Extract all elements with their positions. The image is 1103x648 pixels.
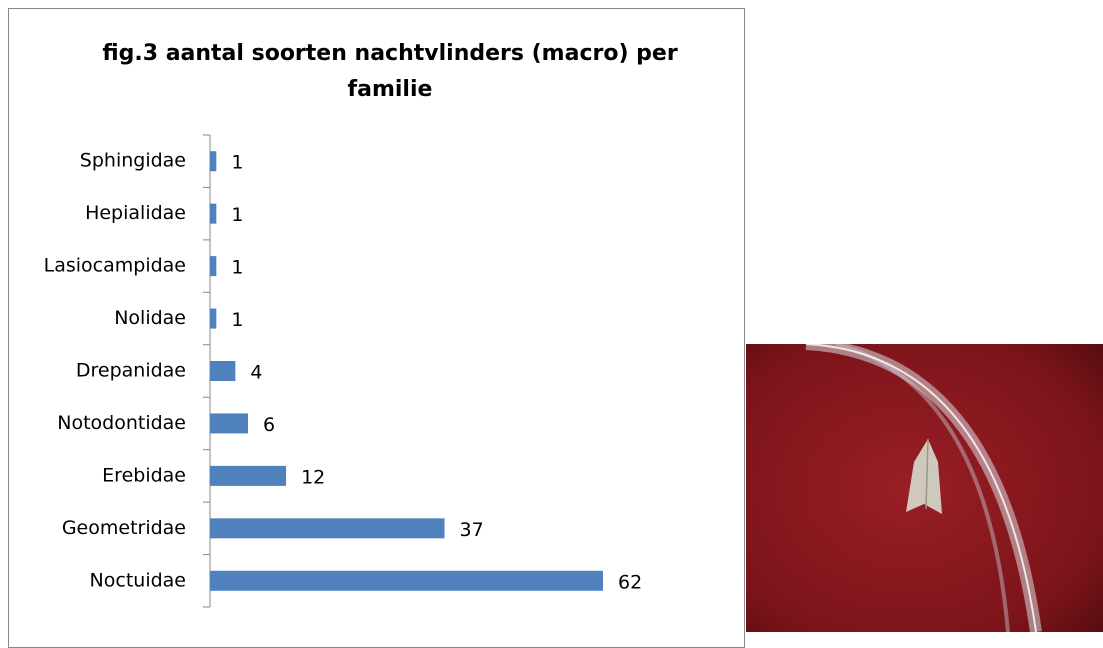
page: {"chart_data": {"type": "bar", "orientat… [0, 0, 1103, 632]
data-label: 1 [231, 257, 243, 279]
moth-photo [746, 344, 1103, 632]
data-label: 6 [263, 414, 275, 436]
bar [210, 309, 216, 329]
data-label: 1 [231, 204, 243, 226]
bar [210, 571, 603, 591]
bar [210, 361, 235, 381]
category-label: Sphingidae [80, 150, 186, 172]
data-label: 4 [250, 362, 262, 384]
category-label: Hepialidae [85, 202, 186, 224]
bar [210, 466, 286, 486]
data-label: 1 [231, 309, 243, 331]
category-label: Lasiocampidae [44, 255, 186, 277]
bar [210, 151, 216, 171]
data-label: 37 [460, 519, 484, 541]
bar [210, 256, 216, 276]
category-label: Notodontidae [57, 412, 186, 434]
bar [210, 413, 248, 433]
category-label: Nolidae [114, 307, 186, 329]
data-label: 12 [301, 466, 325, 488]
category-label: Drepanidae [76, 360, 186, 382]
category-label: Noctuidae [90, 569, 186, 591]
data-label: 62 [618, 571, 642, 593]
data-label: 1 [231, 152, 243, 174]
bar [210, 518, 445, 538]
chart-title: fig.3 aantal soorten nachtvlinders (macr… [90, 36, 690, 108]
category-label: Geometridae [62, 517, 186, 539]
category-label: Erebidae [102, 464, 186, 486]
bar [210, 204, 216, 224]
